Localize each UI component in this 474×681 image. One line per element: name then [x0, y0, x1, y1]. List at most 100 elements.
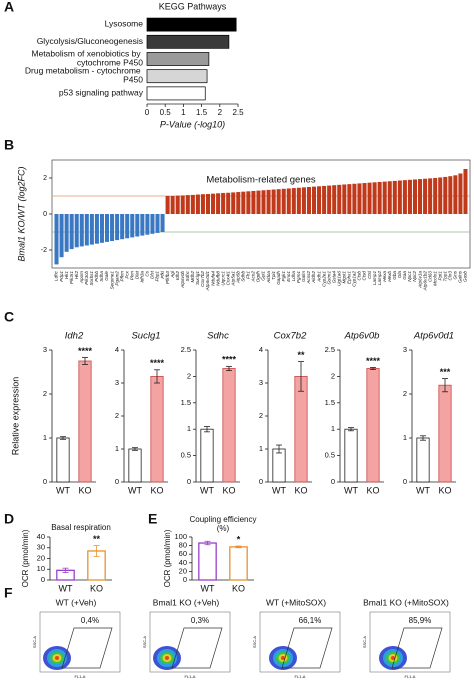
gene-label: Pfkfb3 — [165, 271, 170, 284]
bar — [423, 178, 428, 214]
y-axis-label: SSC-A — [252, 636, 257, 649]
significance: ** — [93, 534, 101, 544]
gene-label: Cox4i1 — [225, 271, 230, 286]
category-label: Lysosome — [105, 19, 144, 29]
gene-label: Uqcrc1 — [220, 271, 225, 286]
gene-label: Tpi1 — [271, 271, 276, 280]
gene-label: Fbp1 — [155, 271, 160, 282]
gene-label: Atp6v1a — [417, 271, 422, 289]
bar — [146, 86, 206, 101]
bar — [146, 69, 208, 84]
y-axis-label: SSC-A — [32, 636, 37, 649]
y-tick-label: 2 — [187, 371, 191, 380]
x-tick-label: WT — [200, 485, 214, 495]
y-tick-label: 2.5 — [325, 345, 335, 354]
gate-label: 0,4% — [81, 616, 99, 625]
gene-label: Pcx — [124, 270, 129, 278]
gate-label: 0,3% — [191, 616, 209, 625]
gene-label: Atp5b — [235, 271, 240, 284]
gene-label: Cd63 — [427, 271, 432, 282]
gene-label: Atp6v1b2 — [422, 271, 427, 292]
panel-letter: F — [4, 585, 13, 601]
gene-label: Cln3 — [448, 271, 453, 281]
y-tick-label: 1 — [403, 433, 407, 442]
y-tick-label: 2.5 — [181, 345, 191, 354]
chart-title: WT (+Veh) — [56, 597, 97, 607]
y-tick-label: 0 — [403, 477, 407, 486]
bar — [246, 191, 251, 214]
y-tick-label: 2 — [115, 411, 119, 420]
y-tick-label: 20 — [179, 566, 187, 575]
x-tick-label: KO — [150, 485, 163, 495]
y-tick-label: 2 — [43, 175, 47, 182]
bar — [200, 194, 205, 214]
bar — [170, 196, 175, 214]
gene-label: Npc2 — [412, 271, 417, 282]
x-tick-label: KO — [222, 485, 235, 495]
bar — [146, 34, 230, 49]
bar — [195, 194, 200, 214]
gene-label: Pgm1 — [296, 271, 301, 283]
bar — [367, 182, 372, 214]
bar — [311, 186, 317, 214]
gene-label: Cs — [145, 270, 150, 276]
bar — [146, 17, 237, 32]
gate — [61, 627, 113, 669]
bar — [104, 214, 110, 242]
bar — [229, 546, 248, 581]
gate — [171, 627, 223, 669]
category-label: p53 signaling pathway — [59, 88, 144, 98]
gene-label: Ppt1 — [437, 271, 442, 281]
bar — [433, 178, 438, 214]
bar — [272, 448, 286, 483]
gene-label: Dlat — [135, 270, 140, 279]
bar — [416, 437, 430, 483]
bar — [463, 169, 468, 214]
x-tick-label: 2 — [218, 108, 223, 117]
y-tick-label: 100 — [174, 532, 187, 541]
x-tick-label: WT — [128, 485, 142, 495]
gene-label: Gstm1 — [326, 271, 331, 285]
gene-label: Aco2 — [251, 271, 256, 283]
bar — [392, 180, 397, 214]
bar — [216, 193, 221, 214]
gene-label: Atp6v0d1 — [205, 271, 210, 292]
panel-letter: C — [4, 309, 14, 325]
gene-label: Gapdh — [276, 271, 281, 285]
bar — [226, 192, 231, 214]
bar — [150, 375, 164, 483]
bar — [236, 192, 241, 214]
gene-label: Cyp1a2 — [352, 271, 357, 287]
gene-label: Npc1 — [407, 271, 412, 282]
gene-label: Pfkm — [119, 271, 124, 282]
gene-label: Atp5a1 — [230, 271, 235, 287]
y-tick-label: 40 — [179, 558, 187, 567]
category-label: Drug metabolism - cytochrome P450 — [25, 66, 143, 85]
bar — [120, 214, 125, 240]
chart-title: Atp6v0d1 — [413, 331, 454, 342]
bar — [110, 214, 115, 241]
bar — [155, 214, 160, 233]
bar — [458, 173, 463, 214]
y-tick-label: 1 — [259, 444, 263, 453]
gene-label: Mcoln1 — [432, 271, 437, 286]
chart-title: Atp6v0b — [344, 331, 380, 342]
bar — [271, 189, 276, 214]
bar — [428, 178, 433, 214]
gene-label: Sorbs1 — [89, 271, 94, 286]
density-blob — [281, 656, 285, 660]
x-axis-label: FL1-A — [185, 674, 196, 679]
bar — [332, 185, 337, 214]
significance: **** — [150, 358, 165, 368]
y-tick-label: 0 — [115, 477, 119, 486]
gene-label: Pdhb — [94, 271, 99, 282]
bar — [180, 195, 185, 214]
y-tick-label: 30 — [37, 543, 45, 552]
density-blob — [165, 656, 169, 660]
panel-letter: E — [148, 511, 157, 527]
chart-title: Metabolism-related genes — [206, 175, 316, 186]
bar — [185, 195, 190, 214]
x-tick-label: KO — [232, 583, 245, 593]
gene-label: Gusb — [463, 271, 468, 282]
